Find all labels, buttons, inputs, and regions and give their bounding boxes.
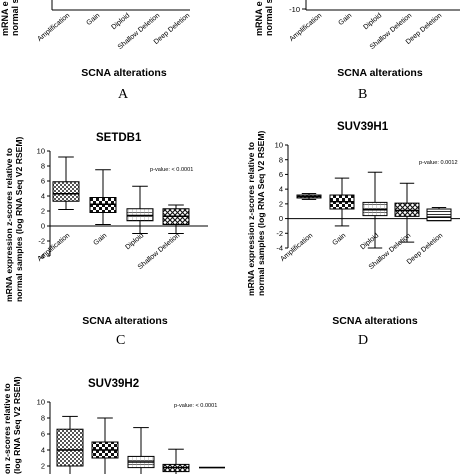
panel-c-letter: C [116, 333, 125, 348]
panel-c-x-tick-label-gain: Gain [92, 232, 108, 247]
panel-e-y-tick-label: 6 [41, 430, 45, 439]
panel-d-letter: D [358, 333, 368, 348]
panel-a-letter: A [118, 87, 129, 102]
panel-c-ylabel-line2: normal samples (log RNA Seq V2 RSEM) [14, 136, 24, 302]
panel-a-ylabel-line2: normal s [10, 0, 20, 36]
panel-c-y-tick-label: 2 [41, 207, 45, 216]
panel-d-ylabel-line2: normal samples (log RNA Seq V2 RSEM) [256, 130, 266, 296]
panel-d-y-tick-label: 10 [275, 141, 283, 150]
panel-b-xlabel: SCNA alterations [337, 67, 423, 79]
panel-d-y-tick-label: 2 [279, 199, 283, 208]
panel-d-box-shallow-deletion [394, 202, 420, 217]
panel-c-ylabel-line1: mRNA expression z-scores relative to [4, 148, 14, 302]
panel-a-ylabel-line1: mRNA e [0, 1, 10, 36]
panel-a-xlabel: SCNA alterations [81, 67, 167, 79]
panel-c-pvalue: p-value: < 0.0001 [150, 167, 193, 173]
panel-b-letter: B [358, 87, 367, 102]
panel-d-y-tick-label: 4 [279, 185, 283, 194]
panel-c-xlabel: SCNA alterations [82, 315, 168, 327]
panel-d-y-tick-label: -4 [276, 244, 283, 253]
panel-c-y-tick-label: -4 [38, 252, 45, 261]
panel-c-y-tick-label: 8 [41, 162, 45, 171]
panel-b-ylabel-line1: mRNA e [254, 1, 264, 36]
panel-e-ylabel-line1: on z-scores relative to [2, 383, 12, 474]
panel-d-y-tick-label: -2 [276, 229, 283, 238]
panel-b-x-tick-label-diploid: Diploid [362, 12, 383, 31]
panel-d-x-tick-label-amplification: Amplification [279, 232, 314, 263]
panel-c-y-tick-label: -2 [38, 237, 45, 246]
panel-c-box-amplification [52, 181, 80, 202]
panel-a-x-tick-label-amplification: Amplification [36, 12, 71, 43]
panel-e-title: SUV39H2 [88, 378, 139, 390]
panel-e-y-tick-label: 10 [37, 398, 45, 407]
panel-c: mRNA expression z-scores relative to nor… [4, 132, 208, 348]
panel-d-xlabel: SCNA alterations [332, 315, 418, 327]
panel-d-x-tick-label-gain: Gain [331, 232, 347, 247]
panel-e-y-tick-label: 4 [41, 446, 45, 455]
panel-b-ylabel-line2: normal s [264, 0, 274, 36]
panel-e-y-tick-label: 2 [41, 462, 45, 471]
panel-c-box-gain [89, 197, 117, 213]
panel-d-y-tick-label: 6 [279, 170, 283, 179]
panel-e: on z-scores relative to (log RNA Seq V2 … [2, 376, 225, 474]
panel-d: mRNA expression z-scores relative to nor… [246, 121, 460, 348]
panel-b-y-tick-label: -10 [289, 5, 300, 14]
panel-c-box-diploid [126, 208, 154, 222]
panel-e-box-1 [56, 428, 84, 467]
panel-d-title: SUV39H1 [337, 121, 389, 133]
panel-b-x-tick-label-amplification: Amplification [288, 12, 323, 43]
panel-d-y-tick-label: 8 [279, 155, 283, 164]
panel-d-box-diploid [362, 201, 388, 217]
panel-a-x-tick-label-diploid: Diploid [110, 12, 131, 31]
panel-d-y-tick-label: 0 [279, 214, 283, 223]
panel-b: mRNA e normal s -10 Amplification Gain Dip… [254, 0, 460, 102]
panel-e-pvalue: p-value: < 0.0001 [174, 403, 217, 409]
panel-e-y-tick-label: 8 [41, 414, 45, 423]
panel-d-box-deep-deletion [426, 208, 452, 222]
panel-e-ylabel-line2: (log RNA Seq V2 RSEM) [12, 376, 22, 474]
panel-c-y-tick-label: 4 [41, 192, 45, 201]
panel-c-x-tick-label-diploid: Diploid [124, 232, 145, 251]
panel-c-y-tick-label: 0 [41, 222, 45, 231]
panel-c-title: SETDB1 [96, 132, 142, 144]
panel-d-ylabel-line1: mRNA expression z-scores relative to [246, 142, 256, 296]
panel-a: mRNA e normal s Amplification Gain Diploid… [0, 0, 191, 102]
panel-c-y-tick-label: 6 [41, 177, 45, 186]
panel-b-x-tick-label-gain: Gain [337, 12, 353, 27]
panel-a-x-tick-label-gain: Gain [85, 12, 101, 27]
panel-c-y-tick-label: 10 [37, 147, 45, 156]
panel-d-pvalue: p-value: 0.0012 [419, 160, 458, 166]
